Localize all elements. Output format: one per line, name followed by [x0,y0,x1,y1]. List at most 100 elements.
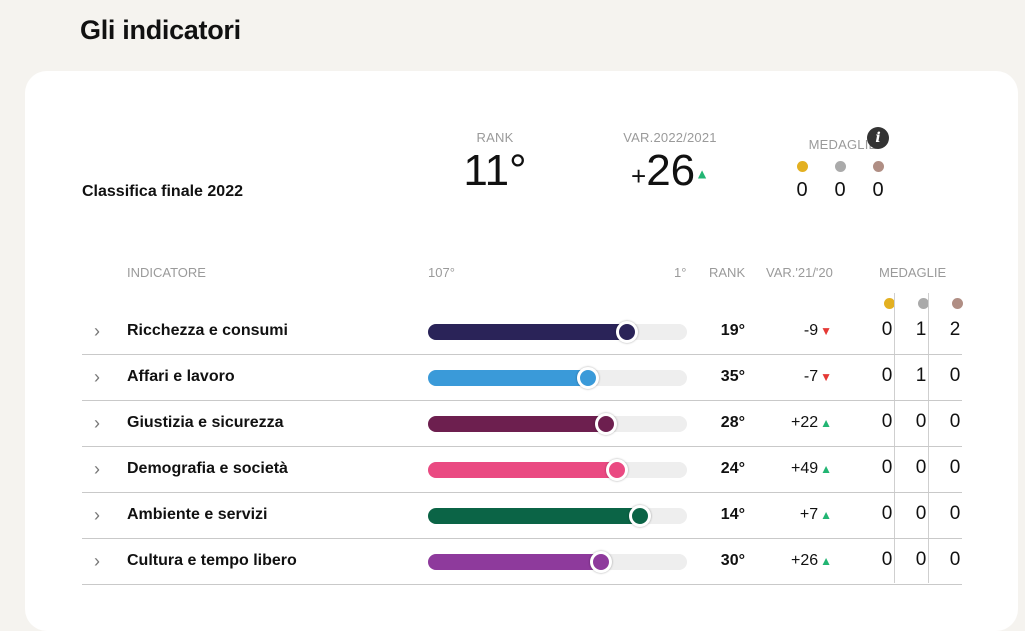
column-divider [894,293,895,583]
score-bar-fill [428,554,604,570]
medal-legend [872,296,974,314]
arrow-down-icon: ▼ [820,324,832,338]
variation-header: VAR.2022/2021 [623,130,717,145]
gold-count: 0 [796,179,808,201]
chevron-right-icon[interactable]: › [94,551,100,571]
rank-value: 11° [463,146,527,195]
chevron-right-icon[interactable]: › [94,367,100,387]
indicator-variation: -9 ▼ [772,322,832,340]
bronze-count: 0 [949,365,961,386]
indicator-label: Affari e lavoro [127,368,235,385]
indicator-medals: 0 0 0 [870,549,972,571]
bronze-count: 2 [949,319,961,340]
indicator-rank: 24° [720,460,745,477]
indicator-variation: +22 ▲ [772,414,832,432]
indicator-medals: 0 0 0 [870,503,972,525]
indicator-rank: 35° [720,368,745,385]
medals-column-header: MEDAGLIE [879,265,947,280]
indicator-rank: 28° [720,414,745,431]
arrow-up-icon: ▲ [820,416,832,430]
score-bar-knob [590,551,612,573]
indicator-label: Ricchezza e consumi [127,322,288,339]
chevron-right-icon[interactable]: › [94,413,100,433]
score-bar-fill [428,462,620,478]
arrow-down-icon: ▼ [820,370,832,384]
indicator-variation: -7 ▼ [772,368,832,386]
gold-count: 0 [881,411,893,432]
info-icon[interactable]: i [867,127,889,149]
score-bar [428,321,687,343]
scale-low-label: 107° [428,265,455,280]
variation-sign: + [631,161,647,191]
arrow-up-icon: ▲ [695,165,709,182]
score-bar [428,367,687,389]
bronze-count: 0 [949,503,961,524]
column-divider [928,293,929,583]
indicator-table: › Ricchezza e consumi 19° -9 ▼ 0 1 2 › Affari e l… [82,309,962,585]
gold-medal-icon [796,161,808,172]
silver-count: 0 [915,411,927,432]
indicator-variation: +49 ▲ [772,460,832,478]
bronze-count: 0 [949,411,961,432]
indicator-row[interactable]: › Ambiente e servizi 14° +7 ▲ 0 0 0 [82,493,962,539]
silver-count: 1 [915,365,927,386]
gold-count: 0 [881,549,893,570]
arrow-up-icon: ▲ [820,554,832,568]
score-bar-fill [428,324,630,340]
gold-count: 0 [881,365,893,386]
indicator-medals: 0 1 2 [870,319,972,341]
rank-header: RANK [476,130,514,145]
indicator-row[interactable]: › Cultura e tempo libero 30° +26 ▲ 0 0 0 [82,539,962,585]
gold-count: 0 [881,503,893,524]
indicator-column-header: INDICATORE [127,265,206,280]
variation-number: -9 [803,322,819,339]
indicator-label: Giustizia e sicurezza [127,414,284,431]
score-bar [428,413,687,435]
chevron-right-icon[interactable]: › [94,321,100,341]
chevron-right-icon[interactable]: › [94,505,100,525]
summary-rank: RANK 11° [455,130,535,193]
silver-medal-icon [917,298,929,309]
chevron-right-icon[interactable]: › [94,459,100,479]
indicators-card: Classifica finale 2022 RANK 11° VAR.2022… [25,71,1018,631]
bronze-count: 0 [949,457,961,478]
score-bar-knob [577,367,599,389]
score-bar-knob [595,413,617,435]
bronze-medal-icon [872,161,884,172]
summary-variation: VAR.2022/2021 +26▲ [600,130,740,198]
arrow-up-icon: ▲ [820,462,832,476]
indicator-row[interactable]: › Affari e lavoro 35° -7 ▼ 0 1 0 [82,355,962,401]
score-bar-knob [616,321,638,343]
silver-count: 0 [915,549,927,570]
bronze-count: 0 [949,549,961,570]
silver-count: 0 [915,503,927,524]
rank-column-header: RANK [709,265,746,280]
score-bar-fill [428,508,643,524]
indicator-row[interactable]: › Ricchezza e consumi 19° -9 ▼ 0 1 2 [82,309,962,355]
gold-count: 0 [881,319,893,340]
indicator-label: Ambiente e servizi [127,506,268,523]
summary-label: Classifica finale 2022 [82,183,243,200]
gold-medal-icon [883,298,895,309]
indicator-rank: 14° [720,506,745,523]
indicator-row[interactable]: › Demografia e società 24° +49 ▲ 0 0 0 [82,447,962,493]
variation-number: -7 [803,368,819,385]
score-bar-knob [629,505,651,527]
silver-count: 1 [915,319,927,340]
page-title: Gli indicatori [80,15,241,45]
variation-number: +7 [799,506,819,523]
indicator-variation: +7 ▲ [772,506,832,524]
variation-number: +22 [790,414,819,431]
summary-medal-counts: 0 0 0 [796,159,884,202]
silver-count: 0 [834,179,846,201]
variation-value: 26 [646,146,696,195]
indicator-row[interactable]: › Giustizia e sicurezza 28° +22 ▲ 0 0 0 [82,401,962,447]
medals-header: MEDAGLIE [808,137,878,152]
bronze-medal-icon [951,298,963,309]
silver-count: 0 [915,457,927,478]
variation-value-wrap: +26▲ [600,149,740,198]
silver-medal-icon [834,161,846,172]
indicator-medals: 0 0 0 [870,457,972,479]
indicator-medals: 0 0 0 [870,411,972,433]
variation-column-header: VAR.'21/'20 [766,265,833,280]
